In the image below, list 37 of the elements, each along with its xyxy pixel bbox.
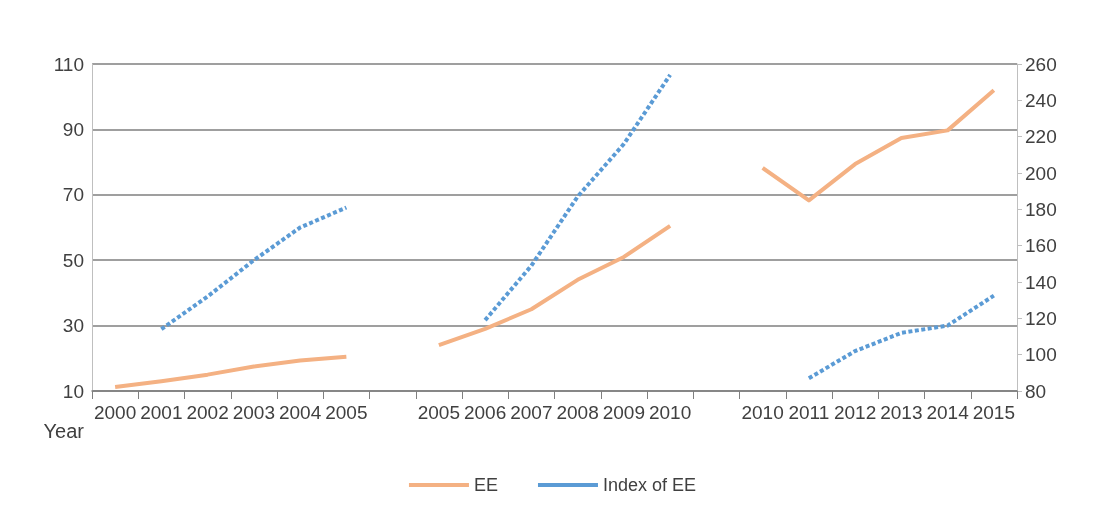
y2-tick-label: 200 — [1025, 162, 1057, 184]
y2-tick-label: 160 — [1025, 235, 1057, 257]
y-tick-label: 50 — [62, 249, 84, 271]
x-tick-label: 2011 — [788, 402, 830, 423]
x-tick-label: 2009 — [602, 402, 646, 423]
x-tick-label: 2002 — [186, 402, 229, 423]
x-tick-label: 2010 — [648, 402, 692, 423]
y2-tick-label: 260 — [1025, 53, 1057, 75]
y2-tick-label: 80 — [1025, 380, 1047, 402]
y2-tick-label: 120 — [1025, 307, 1057, 329]
legend-label: Index of EE — [602, 475, 697, 495]
y-tick-label: 90 — [62, 118, 84, 140]
x-tick-label: 2000 — [93, 402, 137, 423]
x-tick-label: 2015 — [972, 402, 1016, 423]
y2-tick-label: 220 — [1025, 126, 1057, 148]
y-tick-label: 110 — [53, 53, 84, 75]
x-tick-label: 2005 — [325, 402, 368, 423]
y-tick-label: 30 — [62, 315, 84, 337]
legend-label: EE — [473, 475, 498, 495]
y-tick-label: 10 — [62, 380, 84, 402]
x-tick-label: 2014 — [926, 402, 970, 423]
x-tick-label: 2008 — [556, 402, 599, 423]
x-tick-label: 2010 — [741, 402, 784, 423]
x-tick-label: 2012 — [833, 402, 877, 423]
x-tick-label: 2007 — [510, 402, 553, 423]
x-tick-label: 2004 — [278, 402, 322, 423]
y-tick-label: 70 — [62, 184, 84, 206]
x-tick-label: 2001 — [140, 402, 183, 423]
y2-tick-label: 140 — [1025, 271, 1057, 293]
x-axis-title: Year — [43, 420, 85, 442]
y2-tick-label: 180 — [1025, 198, 1057, 220]
x-tick-label: 2013 — [880, 402, 923, 423]
x-tick-label: 2003 — [232, 402, 276, 423]
y2-tick-label: 100 — [1025, 344, 1057, 366]
y2-tick-label: 240 — [1025, 89, 1057, 111]
x-tick-label: 2005 — [417, 402, 461, 423]
x-tick-label: 2006 — [463, 402, 507, 423]
